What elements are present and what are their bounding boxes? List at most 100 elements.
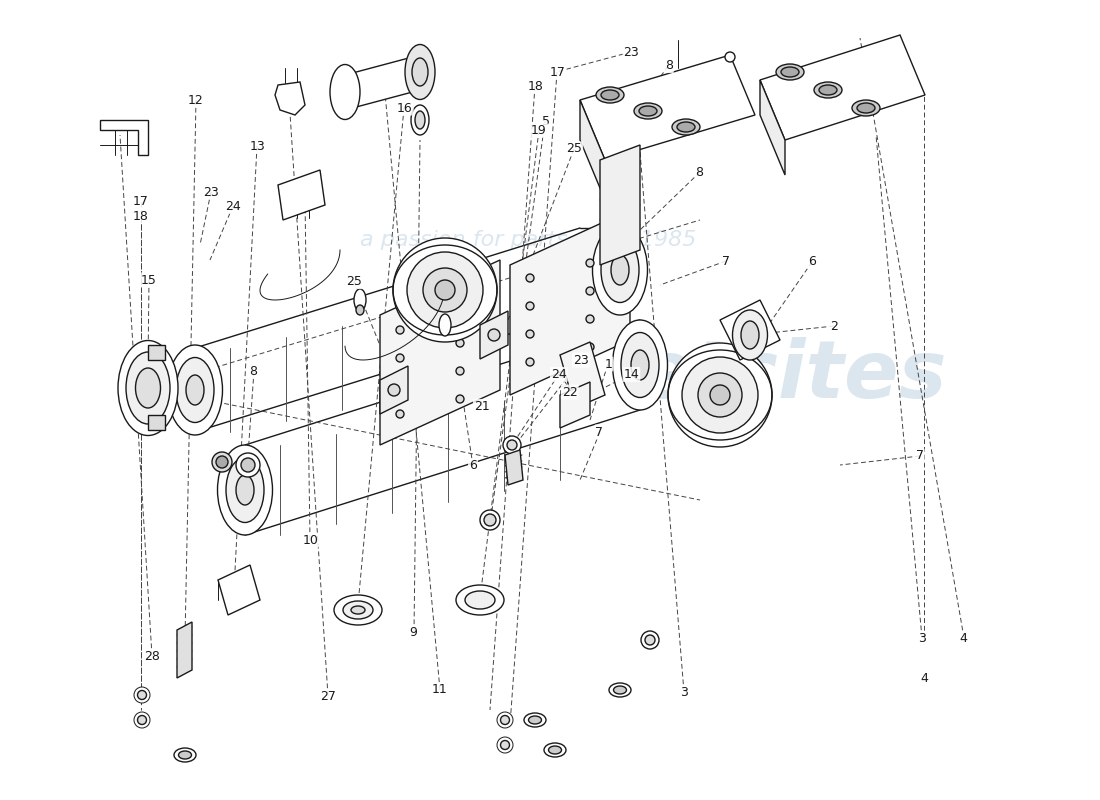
- Circle shape: [424, 268, 468, 312]
- Ellipse shape: [613, 320, 668, 410]
- Polygon shape: [505, 450, 522, 485]
- Text: 28: 28: [144, 650, 159, 662]
- Text: 7: 7: [722, 255, 730, 268]
- Ellipse shape: [411, 105, 429, 135]
- Ellipse shape: [621, 333, 659, 398]
- Text: 17: 17: [133, 195, 148, 208]
- Ellipse shape: [334, 595, 382, 625]
- Polygon shape: [218, 565, 260, 615]
- Ellipse shape: [412, 58, 428, 86]
- Ellipse shape: [503, 436, 521, 454]
- Text: a passion for parts since 1985: a passion for parts since 1985: [360, 230, 696, 250]
- Circle shape: [586, 259, 594, 267]
- Text: 14: 14: [624, 368, 639, 381]
- Text: 7: 7: [915, 450, 924, 462]
- Circle shape: [586, 343, 594, 351]
- Circle shape: [698, 373, 742, 417]
- Polygon shape: [600, 145, 640, 265]
- Ellipse shape: [138, 715, 146, 725]
- Ellipse shape: [781, 67, 799, 77]
- Ellipse shape: [330, 65, 360, 119]
- Text: 21: 21: [474, 400, 490, 413]
- Circle shape: [488, 329, 501, 341]
- Ellipse shape: [544, 743, 566, 757]
- Polygon shape: [177, 622, 192, 678]
- Ellipse shape: [645, 635, 654, 645]
- Ellipse shape: [593, 225, 648, 315]
- Text: 24: 24: [226, 200, 241, 213]
- Circle shape: [456, 339, 464, 347]
- Text: 16: 16: [397, 102, 412, 114]
- Ellipse shape: [178, 751, 191, 759]
- Text: 22: 22: [562, 386, 578, 398]
- Circle shape: [526, 274, 534, 282]
- Ellipse shape: [354, 289, 366, 311]
- Text: 7: 7: [595, 426, 604, 438]
- Ellipse shape: [610, 255, 629, 285]
- Text: 11: 11: [432, 683, 448, 696]
- Ellipse shape: [507, 440, 517, 450]
- Text: 2: 2: [829, 320, 838, 333]
- Circle shape: [396, 410, 404, 418]
- Circle shape: [682, 357, 758, 433]
- Ellipse shape: [672, 119, 700, 135]
- Text: 10: 10: [302, 534, 318, 546]
- Ellipse shape: [126, 352, 170, 424]
- Circle shape: [236, 453, 260, 477]
- Text: 13: 13: [250, 140, 265, 153]
- Circle shape: [388, 384, 400, 396]
- Polygon shape: [480, 311, 508, 359]
- Ellipse shape: [725, 52, 735, 62]
- Ellipse shape: [138, 690, 146, 699]
- Circle shape: [396, 382, 404, 390]
- Circle shape: [526, 358, 534, 366]
- Ellipse shape: [852, 100, 880, 116]
- Circle shape: [393, 238, 497, 342]
- Ellipse shape: [524, 713, 546, 727]
- Text: 3: 3: [917, 632, 926, 645]
- Ellipse shape: [356, 305, 364, 315]
- Text: 4: 4: [920, 672, 928, 685]
- Ellipse shape: [500, 741, 509, 750]
- Polygon shape: [148, 415, 165, 430]
- Ellipse shape: [484, 514, 496, 526]
- Ellipse shape: [456, 585, 504, 615]
- Circle shape: [396, 354, 404, 362]
- Text: 12: 12: [188, 94, 204, 106]
- Ellipse shape: [528, 716, 541, 724]
- Ellipse shape: [631, 350, 649, 380]
- Ellipse shape: [439, 314, 451, 336]
- Circle shape: [434, 280, 455, 300]
- Text: 23: 23: [624, 46, 639, 59]
- Ellipse shape: [601, 90, 619, 100]
- Text: 23: 23: [204, 186, 219, 198]
- Ellipse shape: [174, 748, 196, 762]
- Ellipse shape: [118, 341, 178, 435]
- Circle shape: [526, 302, 534, 310]
- Polygon shape: [510, 210, 630, 395]
- Ellipse shape: [676, 122, 695, 132]
- Text: 27: 27: [320, 690, 336, 702]
- Ellipse shape: [480, 510, 501, 530]
- Ellipse shape: [226, 458, 264, 522]
- Polygon shape: [580, 100, 605, 200]
- Ellipse shape: [134, 712, 150, 728]
- Ellipse shape: [609, 683, 631, 697]
- Text: 4: 4: [959, 632, 968, 645]
- Text: 3: 3: [680, 686, 689, 698]
- Text: 17: 17: [550, 66, 565, 78]
- Circle shape: [586, 287, 594, 295]
- Circle shape: [456, 311, 464, 319]
- Ellipse shape: [776, 64, 804, 80]
- Polygon shape: [760, 35, 925, 140]
- Polygon shape: [560, 342, 605, 408]
- Circle shape: [526, 330, 534, 338]
- Ellipse shape: [549, 746, 561, 754]
- Ellipse shape: [639, 106, 657, 116]
- Ellipse shape: [176, 358, 214, 422]
- Ellipse shape: [497, 737, 513, 753]
- Text: 25: 25: [346, 275, 362, 288]
- Text: 18: 18: [528, 80, 543, 93]
- Polygon shape: [760, 80, 785, 175]
- Circle shape: [216, 456, 228, 468]
